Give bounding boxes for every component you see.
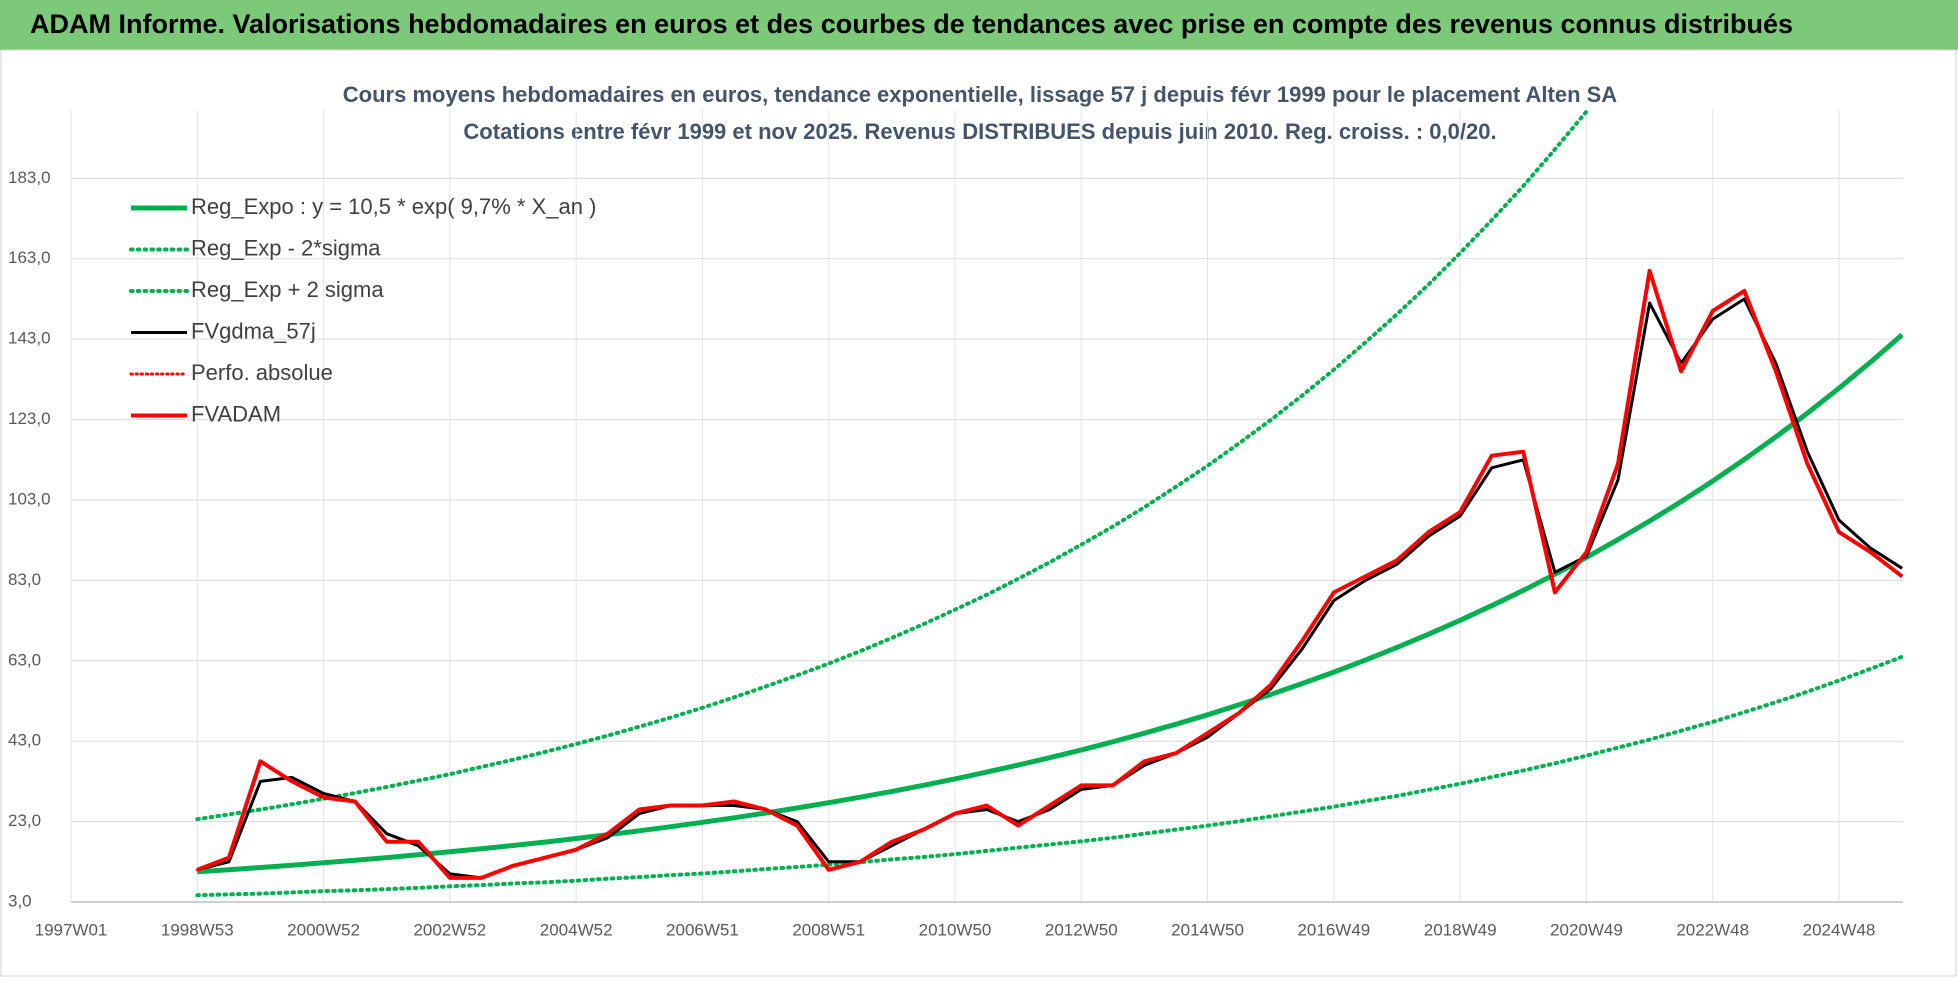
x-tick-label: 1997W01 [35,920,108,939]
x-tick-label: 1998W53 [161,920,234,939]
y-tick-label: 23,0 [8,811,41,830]
plot-area [195,110,1903,898]
y-tick-label: 103,0 [8,489,51,508]
chart-title: Cours moyens hebdomadaires en euros, ten… [343,82,1617,107]
series-line [196,268,1903,880]
x-tick-label: 2000W52 [287,920,360,939]
legend-label: Perfo. absolue [191,360,333,385]
y-tick-label: 83,0 [8,570,41,589]
x-tick-label: 2022W48 [1676,920,1749,939]
x-tick-label: 2018W49 [1424,920,1497,939]
page-title: ADAM Informe. Valorisations hebdomadaire… [30,9,1793,39]
y-tick-label: 123,0 [8,409,51,428]
chart-subtitle: Cotations entre févr 1999 et nov 2025. R… [463,119,1496,144]
series-line [195,110,1591,822]
legend-label: Reg_Expo : y = 10,5 * exp( 9,7% * X_an ) [191,194,596,219]
x-tick-label: 2006W51 [666,920,739,939]
x-tick-label: 2014W50 [1171,920,1244,939]
x-tick-label: 2016W49 [1297,920,1370,939]
header-bar [0,0,1958,50]
x-tick-label: 2020W49 [1550,920,1623,939]
y-tick-label: 163,0 [8,248,51,267]
x-tick-label: 2008W51 [792,920,865,939]
series-line [195,654,1903,898]
x-tick-label: 2004W52 [540,920,613,939]
y-tick-label: 43,0 [8,731,41,750]
x-tick-label: 2024W48 [1803,920,1876,939]
legend-label: FVADAM [191,401,281,426]
y-tick-label: 183,0 [8,168,51,187]
legend-label: Reg_Exp + 2 sigma [191,277,384,302]
series-line [197,332,1903,875]
y-tick-label: 3,0 [8,891,32,910]
x-tick-label: 2002W52 [413,920,486,939]
x-tick-label: 2010W50 [919,920,992,939]
y-tick-label: 63,0 [8,650,41,669]
y-tick-label: 143,0 [8,329,51,348]
legend-label: Reg_Exp - 2*sigma [191,235,381,260]
x-tick-label: 2012W50 [1045,920,1118,939]
legend-label: FVgdma_57j [191,318,316,343]
